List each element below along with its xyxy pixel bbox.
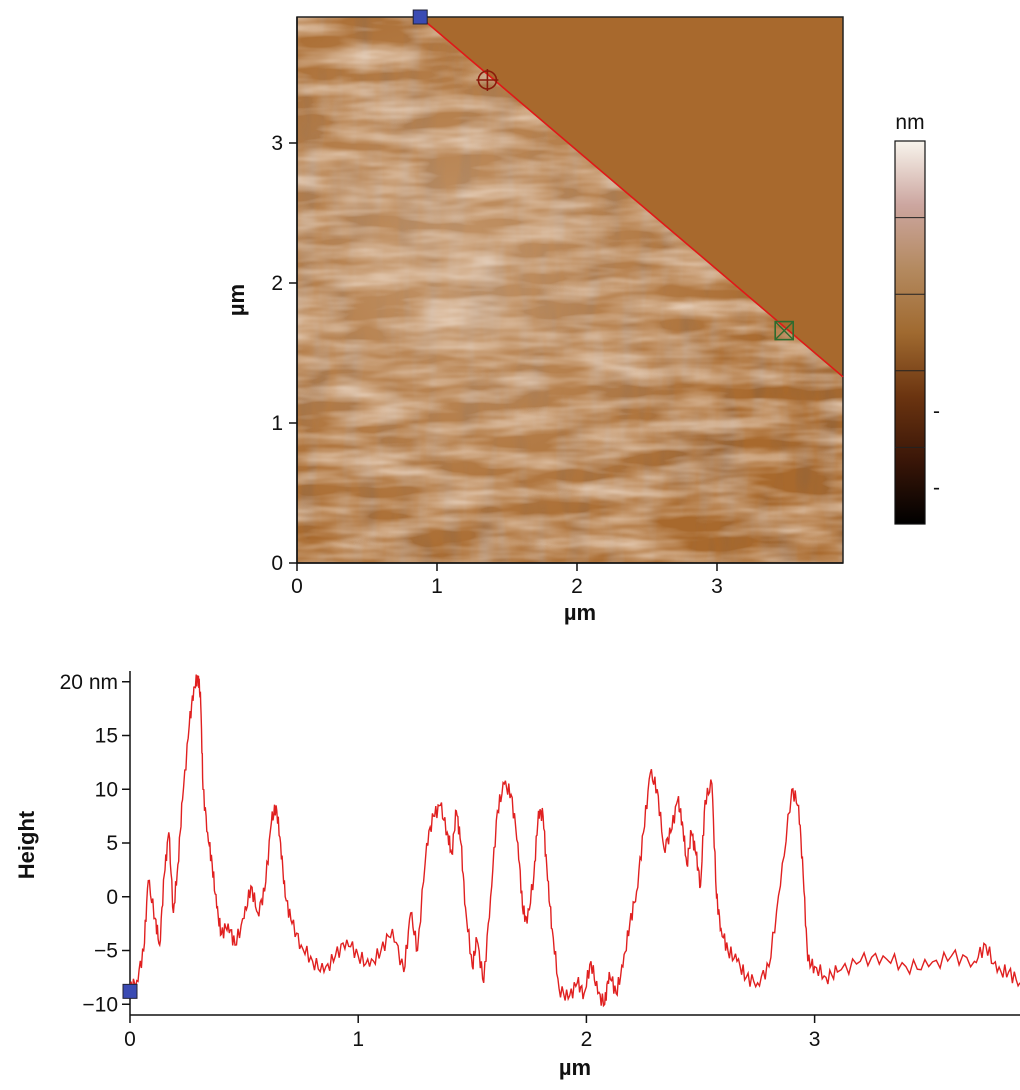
height-profile-series [129,674,1020,1008]
cursor-c-cross [774,321,794,341]
color-scale-unit: nm [895,111,924,134]
color-scale-gradient [894,140,926,525]
cursor-b-crosshair [476,69,499,91]
afm-x-tick-label: 3 [711,575,723,598]
profile-y-tick-label: 20 nm [60,671,118,694]
profile-x-tick-label: 2 [581,1028,593,1051]
afm-y-tick-label: 3 [271,132,283,155]
afm-x-tick-label: 2 [571,575,583,598]
afm-y-axis-label: µm [224,284,249,316]
color-scale-tick-label: - [933,400,940,423]
profile-x-tick-label: 0 [124,1028,136,1051]
profile-cursor-marker [122,983,138,999]
cursor-c-marker [774,320,795,341]
afm-image [296,9,844,564]
afm-y-tick-label: 2 [271,272,283,295]
color-scale-bar: nm - - [894,111,940,525]
profile-y-tick-label: −5 [94,940,118,963]
profile-y-tick-label: −10 [82,993,118,1016]
afm-x-tick-label: 0 [291,575,303,598]
profile-y-tick-label: 10 [95,778,118,801]
profile-line [419,16,844,378]
cursor-a-marker [412,9,428,25]
afm-x-tick-label: 1 [431,575,443,598]
height-profile-plot: 0 1 2 3 −10 −5 0 5 10 15 20 nm µm Height [14,671,1020,1080]
profile-x-tick-label: 1 [352,1028,364,1051]
color-scale-tick-label: - [933,477,940,500]
afm-y-tick-label: 0 [271,552,283,575]
profile-x-axis-label: µm [559,1055,591,1080]
afm-image-surface [297,17,843,563]
afm-image-axes: 0 1 2 3 0 1 2 3 µm µm [224,17,843,625]
afm-x-axis-label: µm [564,600,596,625]
profile-y-tick-label: 0 [106,886,118,909]
profile-y-tick-label: 5 [106,832,118,855]
profile-y-tick-label: 15 [95,725,118,748]
afm-y-tick-label: 1 [271,412,283,435]
profile-x-tick-label: 3 [809,1028,821,1051]
profile-y-axis-label: Height [14,810,39,879]
